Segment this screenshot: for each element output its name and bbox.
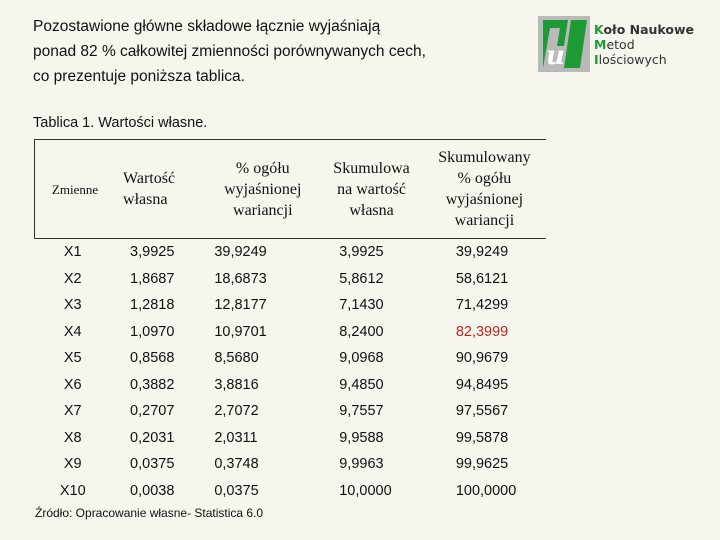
row-label: X2 [63, 270, 82, 287]
header-line: wyjaśnionej [224, 180, 302, 198]
header-line: Skumulowa [333, 159, 410, 177]
table-cell: 0,0375 [214, 482, 259, 499]
logo-mark-letter: u [546, 41, 565, 71]
row-label: X8 [63, 429, 82, 446]
header-zmienne: Zmienne [34, 139, 116, 239]
row-label: X6 [63, 376, 82, 393]
table-cell: 2,7072 [214, 403, 259, 420]
table-cell: 82,3999 [455, 323, 509, 340]
header-procent-wariancji: % ogółu wyjaśnionej wariancji [205, 139, 321, 239]
table-cell: 0,8568 [130, 350, 175, 367]
table-row: X2 1,8687 18,6873 5,8612 58,6121 [35, 266, 547, 293]
table-cell: 1,8687 [130, 270, 175, 287]
table-cell: 0,3748 [214, 456, 259, 473]
intro-text: Pozostawione główne składowe łącznie wyj… [33, 14, 513, 89]
header-line: Wartość [123, 170, 176, 187]
table-header-row: Zmienne Wartość własna % ogółu wyjaśnionej wa… [34, 139, 546, 239]
table-cell: 100,0000 [455, 482, 517, 499]
table-cell: 0,3882 [130, 376, 175, 393]
header-line: na wartość [337, 180, 406, 198]
table-cell: 12,8177 [214, 297, 267, 314]
table-row: X1 3,9925 39,9249 3,9925 39,9249 [35, 239, 547, 266]
table-cell: 18,6873 [214, 270, 267, 287]
row-label: X3 [63, 297, 82, 314]
table-cell: 94,8495 [455, 376, 509, 393]
table-row: X3 1,2818 12,8177 7,1430 71,4299 [35, 292, 547, 319]
table-caption: Tablica 1. Wartości własne. [33, 115, 208, 131]
header-line: % ogółu [457, 170, 512, 187]
header-wartosc-wlasna: Wartość własna [115, 139, 206, 239]
table-row: X9 0,0375 0,3748 9,9963 99,9625 [35, 451, 547, 478]
table-cell: 9,0968 [339, 350, 384, 367]
header-line: Zmienne [51, 181, 99, 197]
row-label: X7 [63, 403, 82, 420]
table-cell: 1,0970 [130, 323, 175, 340]
table-cell: 58,6121 [455, 270, 509, 287]
logo-text: Koło Naukowe Metod Ilościowych [594, 22, 695, 67]
header-line: wariancji [454, 212, 515, 229]
table-cell: 7,1430 [339, 297, 384, 314]
table-cell: 1,2818 [130, 297, 175, 314]
intro-line-1: Pozostawione główne składowe łącznie wyj… [33, 18, 381, 35]
table-cell: 3,9925 [339, 244, 384, 261]
table-cell: 10,0000 [339, 482, 392, 499]
table-cell: 8,5680 [214, 350, 259, 367]
table-row: X10 0,0038 0,0375 10,0000 100,0000 [35, 478, 547, 505]
intro-line-2: ponad 82 % całkowitej zmienności porówny… [33, 43, 426, 60]
header-skumulowana-wartosc: Skumulowa na wartość własna [320, 139, 423, 239]
table-cell: 9,4850 [339, 376, 384, 393]
table-cell: 99,9625 [455, 456, 509, 473]
row-label: X9 [63, 456, 82, 473]
table-row: X6 0,3882 3,8816 9,4850 94,8495 [35, 372, 547, 399]
table-cell: 3,9925 [130, 244, 175, 261]
table-cell: 97,5567 [455, 403, 509, 420]
table-cell: 39,9249 [455, 244, 509, 261]
table-cell: 0,0375 [130, 456, 175, 473]
table-cell: 3,8816 [214, 376, 259, 393]
table-row: X4 1,0970 10,9701 8,2400 82,3999 [35, 319, 547, 346]
table-cell: 99,5878 [455, 429, 509, 446]
table-cell: 0,0038 [130, 482, 175, 499]
header-skumulowany-procent: Skumulowany % ogółu wyjaśnionej wariancji [422, 139, 546, 239]
table-cell: 9,9963 [339, 456, 384, 473]
table-cell: 90,9679 [455, 350, 509, 367]
header-line: własna [349, 201, 394, 219]
intro-line-3: co prezentuje poniższa tablica. [33, 68, 245, 85]
table-body: X1 3,9925 39,9249 3,9925 39,9249 X2 1,8687 18,6… [35, 239, 547, 505]
header-line: Skumulowany [438, 149, 531, 166]
eigenvalues-table: Zmienne Wartość własna % ogółu wyjaśnionej wa… [34, 139, 546, 504]
logo-mark-icon: u [538, 16, 590, 72]
table-cell: 0,2031 [130, 429, 175, 446]
table-row: X8 0,2031 2,0311 9,9588 99,5878 [35, 425, 547, 452]
table-cell: 39,9249 [214, 244, 267, 261]
header-line: wyjaśnionej [445, 191, 524, 208]
header-line: własna [123, 191, 168, 208]
logo: u Koło Naukowe Metod Ilościowych [538, 16, 698, 72]
table-cell: 0,2707 [130, 403, 175, 420]
table-cell: 5,8612 [339, 270, 384, 287]
table-cell: 71,4299 [455, 297, 509, 314]
header-line: % ogółu [235, 159, 290, 177]
table-cell: 8,2400 [339, 323, 384, 340]
table-cell: 2,0311 [214, 429, 258, 446]
table-row: X7 0,2707 2,7072 9,7557 97,5567 [35, 398, 547, 425]
row-label: X5 [63, 350, 82, 367]
table-cell: 10,9701 [214, 323, 267, 340]
row-label: X1 [63, 244, 82, 261]
table-row: X5 0,8568 8,5680 9,0968 90,9679 [35, 345, 547, 372]
row-label: X10 [59, 482, 86, 499]
table-cell: 9,9588 [339, 429, 384, 446]
header-line: wariancji [233, 201, 293, 219]
source-note: Źródło: Opracowanie własne- Statistica 6… [35, 506, 264, 520]
table-cell: 9,7557 [339, 403, 384, 420]
row-label: X4 [63, 323, 82, 340]
